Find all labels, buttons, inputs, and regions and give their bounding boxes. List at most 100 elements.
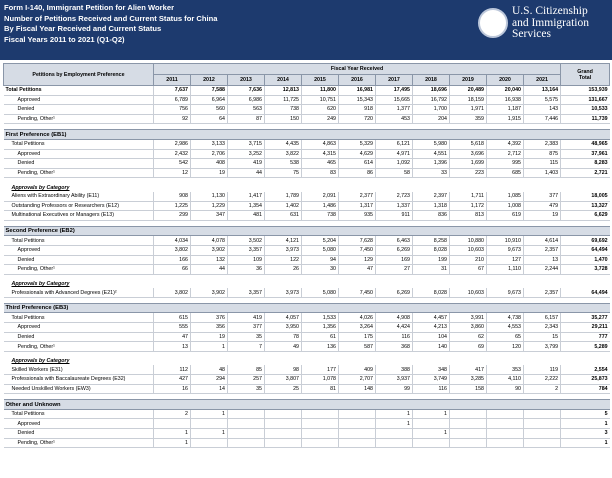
category-heading: Approvals by Category (11, 184, 70, 191)
cell: 3 (560, 428, 610, 439)
cell (522, 438, 561, 449)
cell: 13,327 (560, 201, 610, 212)
cell: 720 (338, 114, 376, 125)
cell (412, 438, 450, 449)
title-line: Number of Petitions Received and Current… (4, 13, 218, 23)
cell: 1,318 (412, 201, 450, 212)
cell: 3,728 (560, 264, 610, 275)
cell: 7,628 (338, 235, 376, 246)
cell: 4,026 (338, 312, 376, 324)
agency-name: U.S. Citizenship and Immigration Services (512, 5, 589, 41)
cell: 12,813 (264, 85, 302, 96)
cell: 6,629 (560, 210, 610, 221)
cell: 13 (522, 255, 561, 266)
cell: 3,902 (190, 245, 228, 256)
cell: 1,377 (375, 104, 413, 115)
cell: 85 (227, 365, 265, 376)
cell: 4,457 (412, 312, 450, 324)
table-row: Professionals with Advanced Degrees (E21… (3, 288, 610, 298)
cell: 44 (227, 168, 265, 179)
row-label: Pending, Other¹ (3, 438, 154, 449)
cell: 2 (522, 384, 561, 395)
cell: 6,964 (190, 95, 228, 106)
cell: 104 (412, 332, 450, 343)
cell: 294 (190, 374, 228, 385)
cell: 4,392 (486, 139, 524, 150)
cell: 69 (449, 341, 487, 352)
cell: 2,357 (522, 288, 561, 298)
title-line: Fiscal Years 2011 to 2021 (Q1-Q2) (4, 34, 125, 44)
header-row: 2011 2012 2013 2014 2015 2016 2017 2018 2019 2020… (4, 74, 610, 86)
cell (301, 409, 339, 420)
cell: 16,792 (412, 95, 450, 106)
cell: 377 (522, 191, 561, 202)
cell: 175 (338, 332, 376, 343)
cell: 6,463 (375, 235, 413, 246)
cell: 3,696 (449, 149, 487, 160)
cell: 738 (264, 104, 302, 115)
cell: 555 (153, 322, 191, 333)
cell: 131,667 (560, 95, 610, 106)
cell: 1 (560, 438, 610, 449)
cell (522, 409, 561, 420)
cell: 1 (190, 341, 228, 352)
cell: 6,157 (522, 312, 561, 324)
row-label: Professionals with Advanced Degrees (E21… (3, 288, 154, 298)
cell (486, 438, 524, 449)
cell: 148 (338, 384, 376, 395)
cell (190, 438, 228, 449)
cell: 129 (338, 255, 376, 266)
table-row: Denied 756 560 563 738 620 918 1,377 1,700 1,971 1… (3, 104, 610, 115)
cell: 15 (522, 332, 561, 343)
cell: 4,908 (375, 312, 413, 324)
cell: 7,637 (153, 85, 191, 96)
total-header-line: Grand (577, 68, 593, 75)
table-row: Pending, Other¹ 66 44 36 26 30 47 27 31 67 1,110 2,… (3, 264, 610, 275)
cell: 2 (153, 409, 191, 420)
data-table: Petitions by Employment Preference Fiscal… (3, 63, 611, 449)
cell: 150 (264, 114, 302, 125)
cell: 4,863 (301, 139, 339, 150)
cell: 35 (227, 384, 265, 395)
cell: 935 (338, 210, 376, 221)
title-line: Form I-140, Immigrant Petition for Alien… (4, 3, 175, 12)
cell (227, 418, 265, 429)
cell (486, 409, 524, 420)
cell (227, 409, 265, 420)
cell: 29,211 (560, 322, 610, 333)
table-row: Denied 1 1 1 3 (3, 428, 610, 439)
cell: 1 (375, 409, 413, 420)
cell: 2,986 (153, 139, 191, 150)
cell: 257 (227, 374, 265, 385)
total-header: Grand Total (560, 63, 611, 86)
section-title: First Preference (EB1) (3, 129, 610, 140)
cell: 86 (338, 168, 376, 179)
cell: 18,005 (560, 191, 610, 202)
cell: 7,636 (227, 85, 265, 96)
cell: 3,502 (227, 235, 265, 246)
cell: 3,802 (153, 245, 191, 256)
cell: 7,446 (522, 114, 561, 125)
header: Form I-140, Immigrant Petition for Alien… (0, 0, 612, 60)
cell: 78 (264, 332, 302, 343)
cell: 4,213 (412, 322, 450, 333)
cell: 33 (412, 168, 450, 179)
cell: 4,629 (338, 149, 376, 160)
cell (264, 418, 302, 429)
cell: 19 (190, 332, 228, 343)
cell: 115 (522, 158, 561, 169)
section-title: Third Preference (EB3) (3, 302, 610, 314)
cell: 2,343 (522, 322, 561, 333)
cell: 81 (301, 384, 339, 395)
group-header: Fiscal Year Received (152, 63, 562, 75)
category-heading-row: Approvals by Category (4, 357, 610, 366)
table-row: Approved 3,802 3,902 3,357 3,973 5,080 7,450 6,… (3, 245, 610, 256)
row-label: Skilled Workers (E31) (3, 365, 154, 376)
cell: 61 (301, 332, 339, 343)
cell: 10,603 (449, 245, 487, 256)
cell: 210 (449, 255, 487, 266)
cell: 348 (412, 365, 450, 376)
row-label: Pending, Other¹ (3, 114, 154, 125)
cell: 87 (227, 114, 265, 125)
table-row: Pending, Other¹ 13 1 7 49 136 587 368 140 69 120 3,… (3, 341, 610, 352)
